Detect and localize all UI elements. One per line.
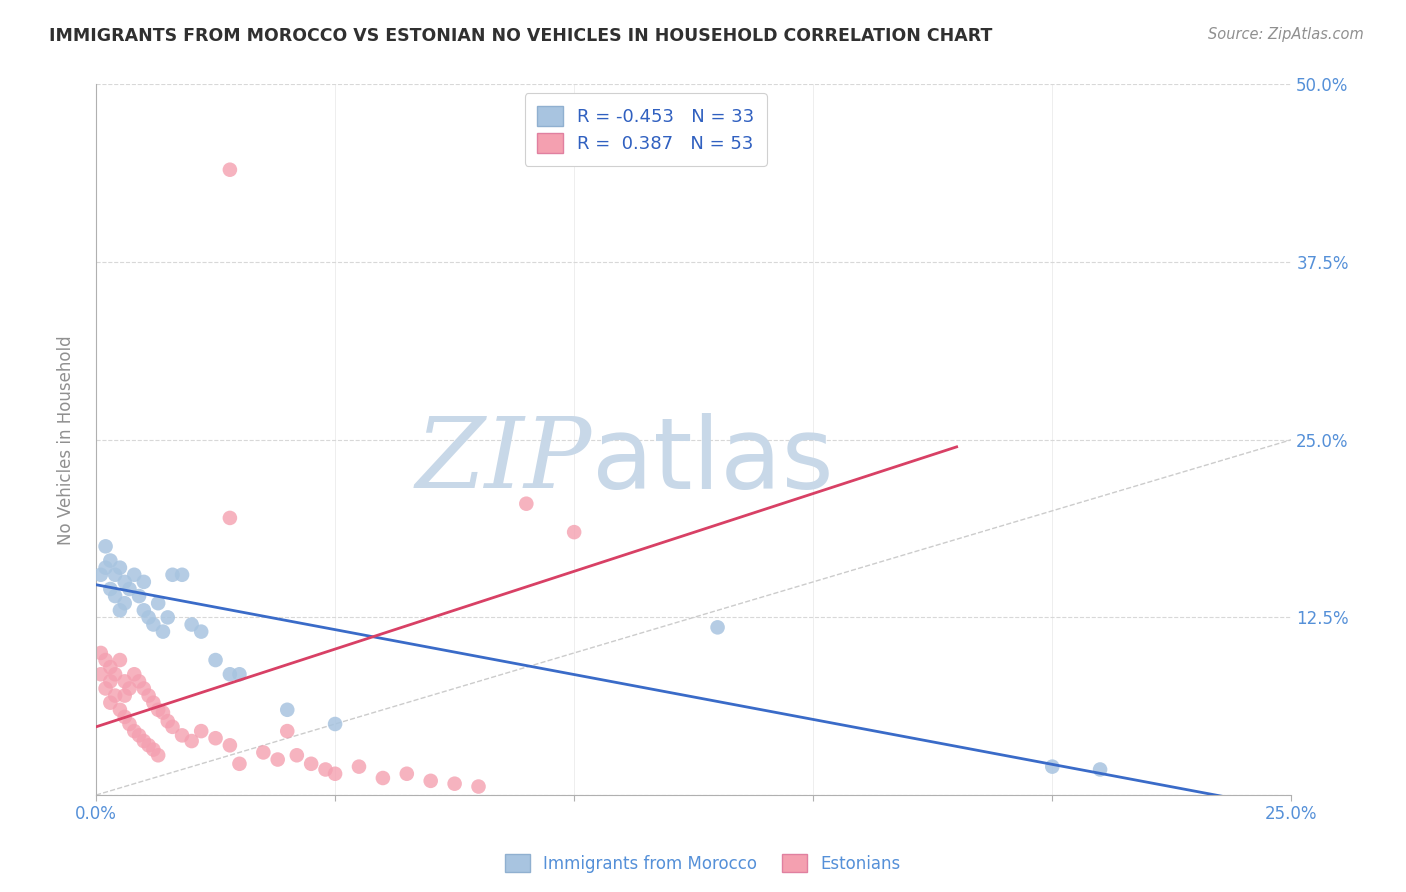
Point [190, 724, 212, 739]
Point [276, 724, 298, 739]
Point [128, 589, 150, 603]
Point [152, 706, 174, 720]
Point [228, 667, 250, 681]
Point [98, 553, 121, 567]
Point [94, 539, 117, 553]
Point [94, 681, 117, 696]
Point [285, 748, 308, 763]
Point [204, 731, 226, 746]
Point [146, 596, 169, 610]
Point [1088, 763, 1111, 777]
Point [104, 589, 127, 603]
Point [138, 610, 160, 624]
Point [138, 739, 160, 753]
Point [108, 560, 131, 574]
Text: ZIP: ZIP [416, 413, 592, 508]
Point [132, 574, 155, 589]
Point [299, 756, 322, 771]
Point [162, 720, 184, 734]
Point [94, 560, 117, 574]
Point [114, 710, 136, 724]
Point [515, 497, 537, 511]
Point [138, 689, 160, 703]
Point [156, 714, 179, 728]
Point [152, 624, 174, 639]
Text: Source: ZipAtlas.com: Source: ZipAtlas.com [1208, 27, 1364, 42]
Point [104, 689, 127, 703]
Point [114, 689, 136, 703]
Point [204, 653, 226, 667]
Point [419, 773, 441, 788]
Point [90, 567, 112, 582]
Point [114, 674, 136, 689]
Point [371, 771, 394, 785]
Point [98, 696, 121, 710]
Point [104, 567, 127, 582]
Point [118, 582, 141, 596]
Point [142, 696, 165, 710]
Point [98, 674, 121, 689]
Point [228, 756, 250, 771]
Point [142, 742, 165, 756]
Point [122, 567, 145, 582]
Point [323, 717, 346, 731]
Point [252, 746, 274, 760]
Point [180, 734, 202, 748]
Point [467, 780, 489, 794]
Point [118, 717, 141, 731]
Point [267, 752, 290, 766]
Point [132, 681, 155, 696]
Text: IMMIGRANTS FROM MOROCCO VS ESTONIAN NO VEHICLES IN HOUSEHOLD CORRELATION CHART: IMMIGRANTS FROM MOROCCO VS ESTONIAN NO V… [49, 27, 993, 45]
Point [122, 667, 145, 681]
Point [118, 681, 141, 696]
Point [114, 574, 136, 589]
Point [1040, 759, 1063, 773]
Point [132, 734, 155, 748]
Point [170, 728, 193, 742]
Point [98, 660, 121, 674]
Point [104, 667, 127, 681]
Point [562, 525, 585, 540]
Point [156, 610, 179, 624]
Point [706, 620, 728, 634]
Point [90, 667, 112, 681]
Legend: Immigrants from Morocco, Estonians: Immigrants from Morocco, Estonians [498, 847, 908, 880]
Point [108, 703, 131, 717]
Point [395, 766, 418, 780]
Point [323, 766, 346, 780]
Point [190, 624, 212, 639]
Point [90, 646, 112, 660]
Point [219, 667, 242, 681]
Point [142, 617, 165, 632]
Point [219, 739, 242, 753]
Point [180, 617, 202, 632]
Point [146, 703, 169, 717]
Y-axis label: No Vehicles in Household: No Vehicles in Household [58, 334, 75, 544]
Point [170, 567, 193, 582]
Point [128, 728, 150, 742]
Point [132, 603, 155, 617]
Point [219, 162, 242, 177]
Point [108, 603, 131, 617]
Point [443, 777, 465, 791]
Point [94, 653, 117, 667]
Legend: R = -0.453   N = 33, R =  0.387   N = 53: R = -0.453 N = 33, R = 0.387 N = 53 [524, 94, 768, 166]
Text: atlas: atlas [592, 413, 834, 509]
Point [122, 724, 145, 739]
Point [276, 703, 298, 717]
Point [128, 674, 150, 689]
Point [219, 511, 242, 525]
Point [162, 567, 184, 582]
Point [114, 596, 136, 610]
Point [98, 582, 121, 596]
Point [146, 748, 169, 763]
Point [108, 653, 131, 667]
Point [347, 759, 370, 773]
Point [315, 763, 337, 777]
